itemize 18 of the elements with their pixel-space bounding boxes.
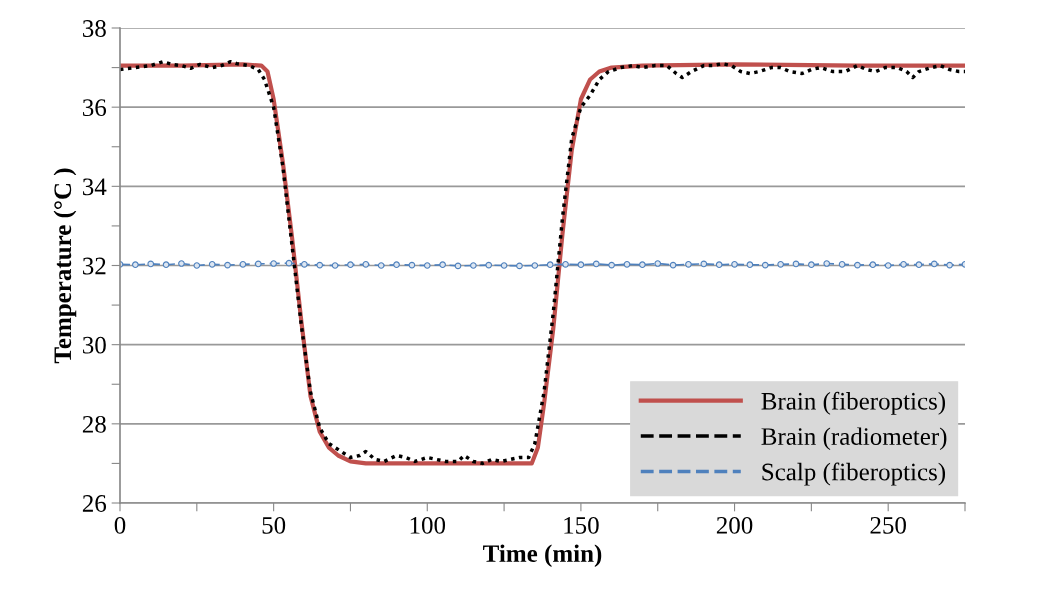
y-tick-label: 34: [83, 178, 107, 196]
x-tick-label: 250: [870, 516, 906, 534]
y-tick-label: 28: [82, 415, 106, 433]
x-tick-label: 0: [114, 516, 126, 534]
y-axis-title: Temperature (°C ): [53, 168, 77, 364]
y-tick-label: 26: [82, 495, 107, 512]
y-tick-label: 36: [83, 99, 107, 117]
y-tick-label: 32: [83, 257, 106, 275]
x-tick-label: 100: [410, 516, 446, 534]
x-axis-title: Time (min): [483, 544, 602, 568]
x-tick-label: 50: [262, 516, 286, 534]
legend-label: Brain (radiometer): [761, 427, 947, 451]
legend-label: Scalp (fiberoptics): [762, 462, 946, 486]
y-tick-label: 38: [83, 20, 106, 37]
x-tick-label: 150: [564, 516, 599, 534]
y-tick-label: 30: [83, 336, 106, 354]
x-tick-label: 200: [716, 516, 753, 534]
legend-label: Brain (fiberoptics): [761, 391, 946, 415]
